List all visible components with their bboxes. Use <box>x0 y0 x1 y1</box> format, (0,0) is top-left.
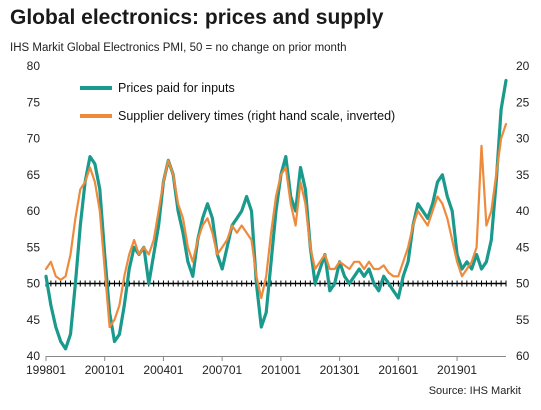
reference-line-group <box>45 280 507 287</box>
axes: 40 45 50 55 60 65 70 75 80 20 25 30 35 40 45 50 55 60 1998… <box>26 59 530 377</box>
left-axis-tick-label: 60 <box>27 204 41 218</box>
legend-label-delivery: Supplier delivery times (right hand scal… <box>118 109 395 123</box>
right-axis-tick-label: 35 <box>516 168 530 182</box>
right-axis-tick-label: 25 <box>516 95 530 109</box>
x-axis-tick-label: 199801 <box>26 363 66 377</box>
x-axis-tick-label: 201301 <box>320 363 360 377</box>
left-axis-tick-label: 80 <box>27 59 41 73</box>
left-axis-tick-label: 50 <box>27 277 41 291</box>
series-line-prices-paid <box>44 78 508 351</box>
left-axis-tick-label: 70 <box>27 132 41 146</box>
right-axis-tick-label: 50 <box>516 277 530 291</box>
left-axis-tick-label: 75 <box>27 95 41 109</box>
source-note: Source: IHS Markit <box>428 385 521 397</box>
x-axis-tick-label: 200401 <box>143 363 183 377</box>
chart-subtitle: IHS Markit Global Electronics PMI, 50 = … <box>10 42 347 54</box>
series-lines <box>44 78 508 351</box>
left-axis-tick-label: 55 <box>27 240 41 254</box>
right-axis-tick-label: 55 <box>516 313 530 327</box>
right-axis-tick-label: 60 <box>516 349 530 363</box>
x-axis-tick-label: 201601 <box>378 363 418 377</box>
x-axis-tick-label: 200101 <box>85 363 125 377</box>
series-line-supplier-delivery <box>44 122 508 329</box>
legend: Prices paid for inputs Supplier delivery… <box>80 81 395 123</box>
left-axis-tick-label: 40 <box>27 349 41 363</box>
x-axis-tick-label: 200701 <box>202 363 242 377</box>
right-axis-tick-label: 45 <box>516 240 530 254</box>
chart-title: Global electronics: prices and supply <box>10 6 384 29</box>
legend-label-prices: Prices paid for inputs <box>118 81 235 95</box>
x-axis-tick-label: 201901 <box>437 363 477 377</box>
left-axis-tick-label: 65 <box>27 168 41 182</box>
right-axis-tick-label: 20 <box>516 59 530 73</box>
right-axis-tick-label: 30 <box>516 132 530 146</box>
right-axis-tick-label: 40 <box>516 204 530 218</box>
left-axis-tick-label: 45 <box>27 313 41 327</box>
x-axis-tick-label: 201001 <box>261 363 301 377</box>
